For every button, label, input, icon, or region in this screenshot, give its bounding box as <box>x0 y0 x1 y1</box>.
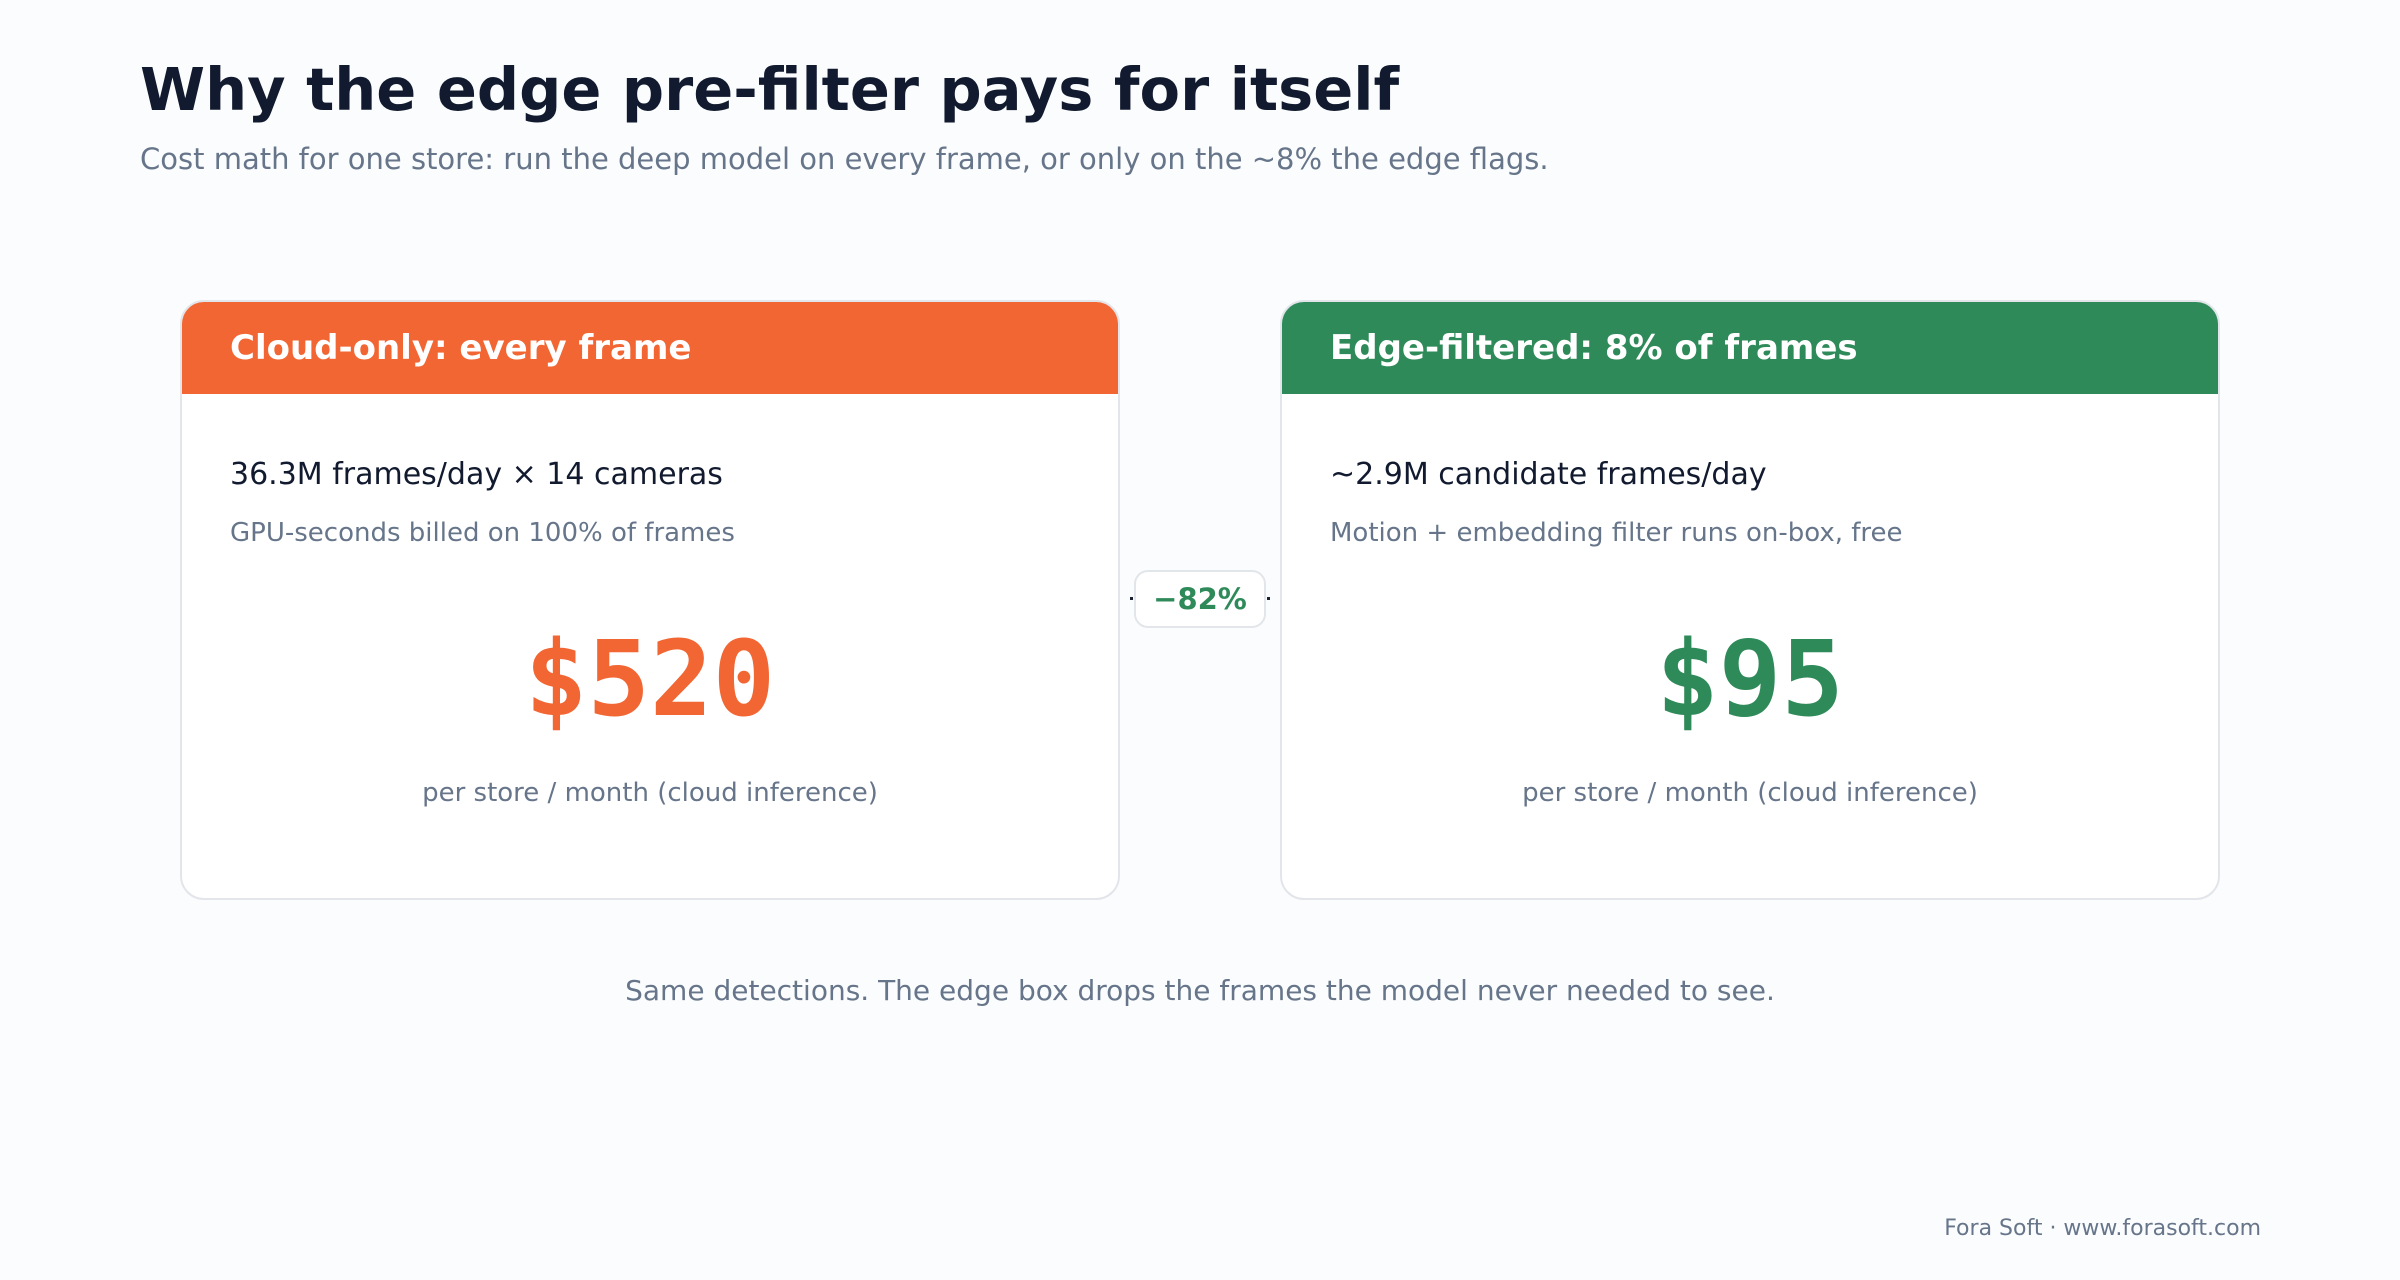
cloud-only-card: Cloud-only: every frame 36.3M frames/day… <box>180 300 1120 900</box>
edge-filtered-frames-volume: ~2.9M candidate frames/day <box>1330 457 1767 492</box>
cloud-only-cost-unit: per store / month (cloud inference) <box>422 778 878 808</box>
footer-note: Same detections. The edge box drops the … <box>625 974 1775 1007</box>
cloud-only-cost-amount: $520 <box>524 618 776 740</box>
edge-filtered-card: Edge-filtered: 8% of frames ~2.9M candid… <box>1280 300 2220 900</box>
credit-line: Fora Soft · www.forasoft.com <box>1944 1216 2261 1241</box>
cloud-only-frames-volume: 36.3M frames/day × 14 cameras <box>230 457 723 492</box>
edge-filtered-cost-amount: $95 <box>1656 618 1844 740</box>
page-title: Why the edge pre-filter pays for itself <box>140 55 1400 124</box>
page-subtitle: Cost math for one store: run the deep mo… <box>140 142 1549 176</box>
cloud-only-billing-note: GPU-seconds billed on 100% of frames <box>230 518 735 548</box>
savings-badge: −82% <box>1134 570 1266 628</box>
cloud-only-card-header: Cloud-only: every frame <box>182 302 1118 394</box>
edge-filtered-card-header: Edge-filtered: 8% of frames <box>1282 302 2218 394</box>
edge-filtered-cost-unit: per store / month (cloud inference) <box>1522 778 1978 808</box>
edge-filtered-filter-note: Motion + embedding filter runs on-box, f… <box>1330 518 1903 548</box>
